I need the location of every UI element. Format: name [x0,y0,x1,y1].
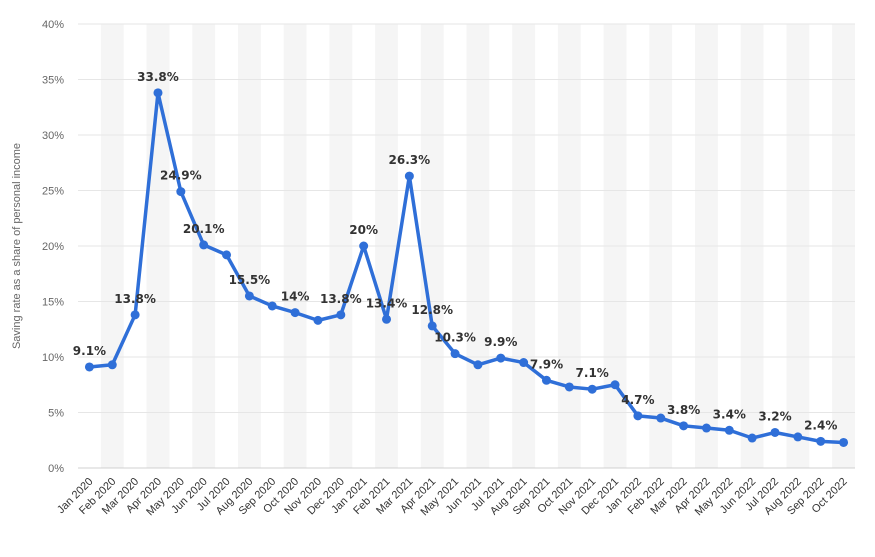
data-point [427,321,437,331]
data-point [222,250,232,260]
data-point [404,171,414,181]
data-point [564,382,574,392]
data-point [679,421,689,431]
data-point [587,384,597,394]
data-point [359,241,369,251]
y-tick-label: 30% [42,130,64,142]
data-point [793,432,803,442]
y-tick-label: 15% [42,297,64,309]
data-label: 20% [349,223,378,237]
data-label: 9.9% [484,335,517,349]
data-point [519,358,529,368]
data-label: 14% [281,290,310,304]
data-point [496,353,506,363]
data-label: 13.4% [366,296,408,310]
data-label: 7.1% [576,366,609,380]
data-label: 20.1% [183,222,225,236]
data-point [84,362,94,372]
data-point [610,380,620,390]
data-label: 2.4% [804,418,837,432]
data-point [839,437,849,447]
data-label: 4.7% [621,393,654,407]
data-point [290,308,300,318]
y-tick-label: 5% [48,408,64,420]
data-label: 15.5% [229,273,271,287]
data-label: 7.9% [530,357,563,371]
data-point [107,360,117,370]
data-point [176,187,186,197]
y-axis: 0% 5% 10% 15% 20% 25% 30% 35% 40% [42,19,64,475]
y-tick-label: 25% [42,186,64,198]
series-polyline [87,91,846,445]
data-point [244,291,254,301]
data-label: 26.3% [389,153,431,167]
y-tick-label: 10% [42,352,64,364]
data-point [770,427,780,437]
series-line [87,91,846,445]
data-label: 12.8% [411,303,453,317]
data-point [701,423,711,433]
data-label: 24.9% [160,169,202,183]
data-label: 33.8% [137,70,179,84]
y-axis-label: Saving rate as a share of personal incom… [11,143,23,349]
data-label: 3.8% [667,403,700,417]
data-point [656,413,666,423]
y-tick-label: 35% [42,75,64,87]
data-label: 9.1% [73,344,106,358]
data-point [633,411,643,421]
y-tick-label: 40% [42,19,64,31]
data-point [450,349,460,359]
data-labels: 9.1% 13.8% 33.8% 24.9% 20.1% 15.5% 14% 13.8% 20%… [73,70,838,433]
data-point [336,310,346,320]
data-point [382,314,392,324]
data-points [84,88,849,447]
data-point [724,425,734,435]
data-point [816,436,826,446]
data-label: 13.8% [114,292,156,306]
data-point [267,301,277,311]
y-tick-label: 0% [48,463,64,475]
data-point [541,375,551,385]
data-label: 13.8% [320,292,362,306]
y-tick-label: 20% [42,241,64,253]
data-point [313,315,323,325]
data-label: 10.3% [434,331,476,345]
data-point [199,240,209,250]
data-point [130,310,140,320]
data-label: 3.2% [758,409,791,423]
data-label: 3.4% [713,407,746,421]
data-point [153,88,163,98]
data-point [747,433,757,443]
data-point [473,360,483,370]
